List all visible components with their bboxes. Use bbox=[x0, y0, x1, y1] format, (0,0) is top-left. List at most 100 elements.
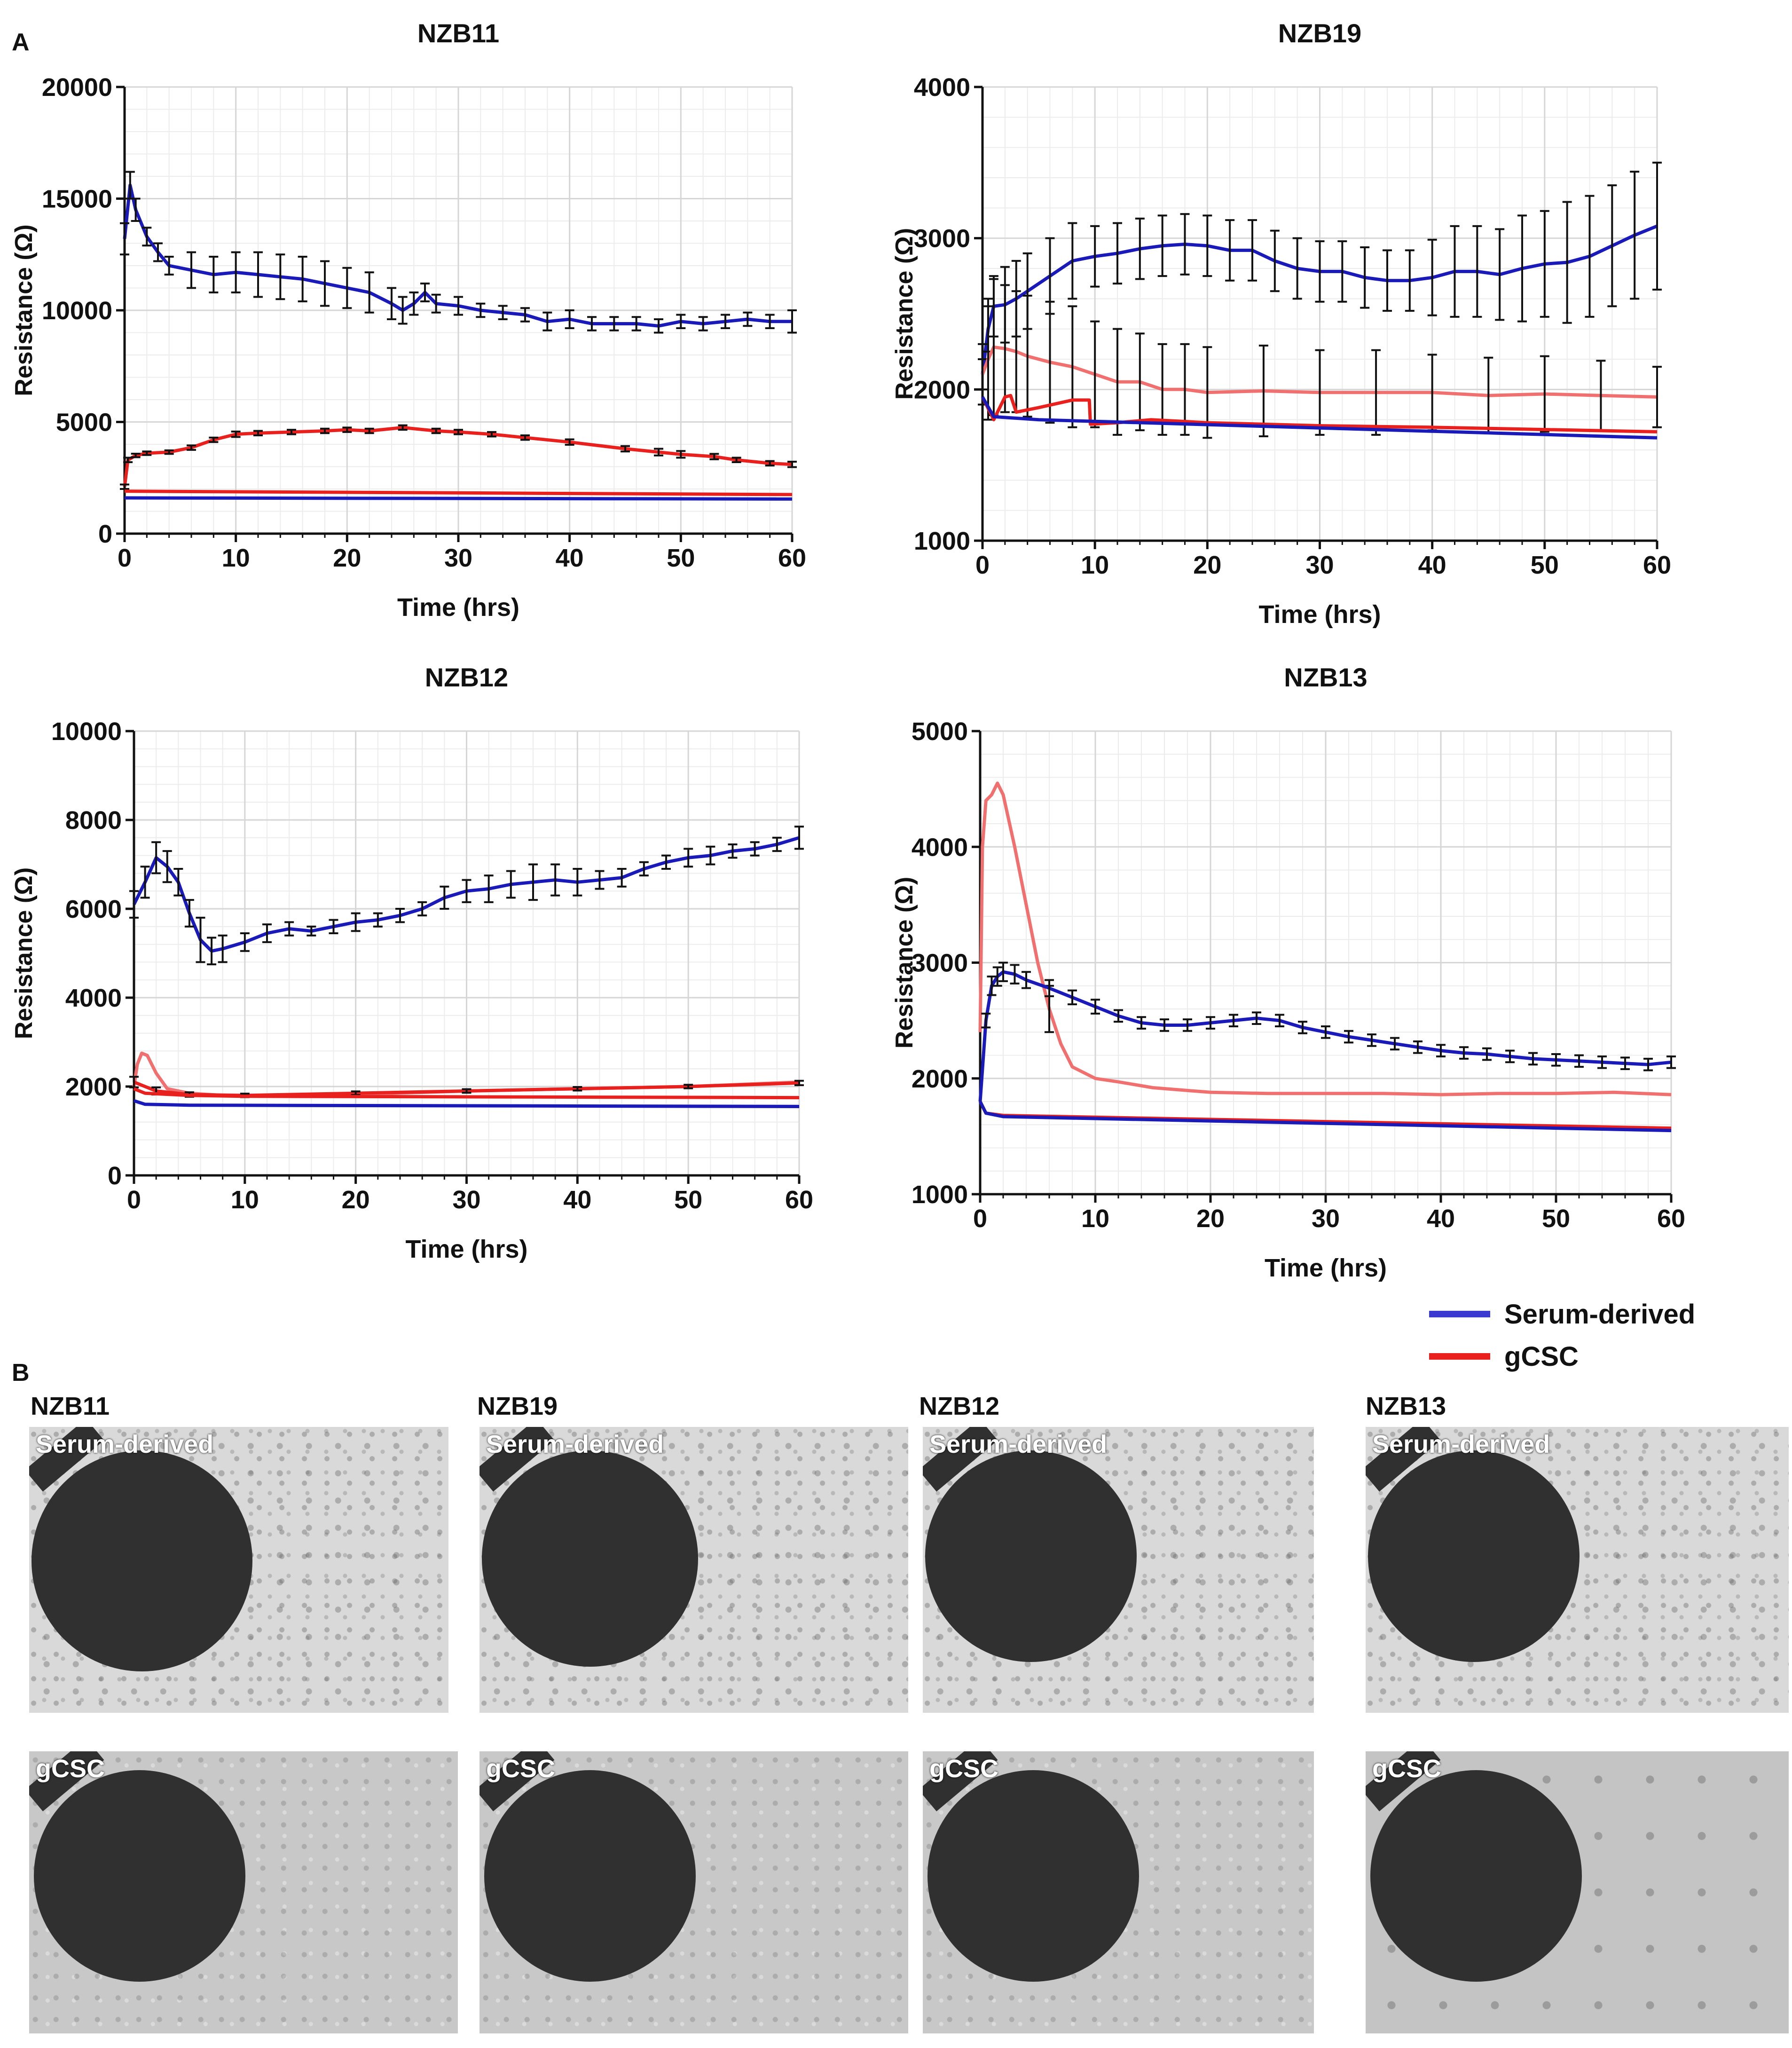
x-tick-label: 20 bbox=[1193, 551, 1221, 579]
micrograph-nzb11-gcsc: gCSC bbox=[29, 1751, 458, 2033]
x-tick-label: 20 bbox=[333, 544, 361, 572]
major-grid bbox=[133, 730, 800, 1176]
x-tick-label: 40 bbox=[1418, 551, 1446, 579]
x-tick-label: 40 bbox=[563, 1186, 591, 1214]
x-tick-label: 0 bbox=[973, 1205, 987, 1233]
panel-a-letter: A bbox=[12, 29, 30, 56]
legend-swatch-serum bbox=[1429, 1311, 1490, 1317]
series-line-serum bbox=[133, 1099, 800, 1108]
y-tick-label: 10000 bbox=[42, 297, 112, 325]
x-tick-label: 10 bbox=[222, 544, 250, 572]
series-line-gcsc bbox=[124, 489, 793, 496]
micrograph-label: Serum-derived bbox=[1372, 1430, 1550, 1458]
y-tick-label: 6000 bbox=[65, 895, 122, 923]
series-line-serum bbox=[123, 183, 792, 328]
chart-nzb12: 0 10 20 30 40 50 60 0 2000 4000 6000 8000 10000 NZB12… bbox=[10, 662, 813, 1263]
y-tick-label: 2000 bbox=[914, 376, 970, 404]
micrograph-label: gCSC bbox=[929, 1755, 998, 1783]
x-tick-label: 60 bbox=[785, 1186, 813, 1214]
electrode bbox=[925, 1450, 1137, 1662]
col-label-nzb13: NZB13 bbox=[1366, 1392, 1446, 1420]
x-tick-label: 20 bbox=[342, 1186, 370, 1214]
y-axis-label: Resistance (Ω) bbox=[10, 867, 38, 1039]
series-line-serum bbox=[981, 396, 1658, 440]
chart-nzb11: 0 10 20 30 40 50 60 0 5000 10000 15000 20000 NZB11 Ti… bbox=[10, 18, 806, 622]
x-tick-label: 10 bbox=[231, 1186, 259, 1214]
electrode bbox=[1370, 1770, 1582, 1982]
y-tick-label: 5000 bbox=[912, 717, 968, 746]
x-tick-label: 0 bbox=[118, 544, 132, 572]
series-line-serum bbox=[981, 224, 1658, 375]
legend-swatch-gcsc bbox=[1429, 1353, 1490, 1360]
micrograph-label: Serum-derived bbox=[929, 1430, 1108, 1458]
chart-nzb19: 0 10 20 30 40 50 60 1000 2000 3000 4000 NZB19 Time (… bbox=[891, 18, 1671, 629]
electrode bbox=[1368, 1450, 1580, 1662]
chart-title: NZB19 bbox=[1278, 18, 1361, 48]
micrograph-label: Serum-derived bbox=[36, 1430, 214, 1458]
x-tick-label: 20 bbox=[1196, 1205, 1225, 1233]
x-tick-label: 60 bbox=[1657, 1205, 1685, 1233]
micrograph-nzb12-gcsc: gCSC bbox=[923, 1751, 1314, 2033]
legend-label-gcsc: gCSC bbox=[1504, 1341, 1579, 1372]
legend-label-serum: Serum-derived bbox=[1504, 1299, 1696, 1330]
electrode bbox=[31, 1450, 252, 1671]
x-tick-label: 10 bbox=[1081, 551, 1109, 579]
micrograph-label: gCSC bbox=[1372, 1755, 1441, 1783]
x-tick-label: 60 bbox=[778, 544, 806, 572]
y-tick-label: 4000 bbox=[912, 833, 968, 861]
chart-nzb13: 0 10 20 30 40 50 60 1000 2000 3000 4000 5000 NZB13 Ti… bbox=[891, 662, 1685, 1282]
micrograph-nzb13-gcsc: gCSC bbox=[1366, 1751, 1789, 2033]
series-line-gcsc bbox=[123, 425, 793, 487]
series-line-gcsc_light bbox=[981, 345, 1658, 399]
y-tick-label: 4000 bbox=[65, 984, 122, 1012]
electrode bbox=[482, 1450, 698, 1667]
x-tick-label: 30 bbox=[444, 544, 472, 572]
chart-title: NZB11 bbox=[417, 18, 499, 48]
y-axis-label: Resistance (Ω) bbox=[891, 877, 918, 1048]
x-axis-label: Time (hrs) bbox=[1265, 1254, 1387, 1282]
major-grid bbox=[124, 86, 793, 535]
electrode bbox=[927, 1770, 1139, 1982]
legend-item-serum: Serum-derived bbox=[1429, 1293, 1695, 1335]
x-tick-label: 50 bbox=[667, 544, 695, 572]
y-tick-label: 3000 bbox=[912, 949, 968, 977]
chart-title: NZB13 bbox=[1284, 662, 1367, 692]
series-line-gcsc_light bbox=[978, 781, 1672, 1096]
y-tick-label: 1000 bbox=[912, 1181, 968, 1209]
x-tick-label: 50 bbox=[674, 1186, 702, 1214]
y-tick-label: 0 bbox=[98, 520, 112, 548]
x-tick-label: 0 bbox=[127, 1186, 141, 1214]
y-tick-label: 2000 bbox=[65, 1073, 122, 1101]
y-tick-label: 8000 bbox=[65, 806, 122, 835]
legend-item-gcsc: gCSC bbox=[1429, 1335, 1695, 1378]
y-tick-label: 2000 bbox=[912, 1065, 968, 1093]
micrograph-nzb12-serum: Serum-derived bbox=[923, 1427, 1314, 1713]
x-tick-label: 40 bbox=[1427, 1205, 1455, 1233]
micrograph-nzb19-gcsc: gCSC bbox=[479, 1751, 908, 2033]
x-tick-label: 30 bbox=[1305, 551, 1334, 579]
x-axis-label: Time (hrs) bbox=[397, 593, 519, 622]
y-tick-label: 5000 bbox=[56, 409, 112, 437]
y-tick-label: 0 bbox=[108, 1162, 122, 1190]
micrograph-label: gCSC bbox=[36, 1755, 105, 1783]
y-tick-label: 4000 bbox=[914, 73, 970, 102]
panel-b-letter: B bbox=[12, 1359, 30, 1386]
y-axis-label: Resistance (Ω) bbox=[10, 224, 38, 396]
x-tick-label: 50 bbox=[1531, 551, 1559, 579]
electrode bbox=[484, 1770, 696, 1982]
major-grid bbox=[982, 86, 1658, 542]
y-tick-label: 3000 bbox=[914, 225, 970, 253]
chart-title: NZB12 bbox=[425, 662, 508, 692]
series-line-serum bbox=[124, 496, 793, 501]
x-tick-label: 30 bbox=[1312, 1205, 1340, 1233]
x-axis-label: Time (hrs) bbox=[1258, 600, 1381, 629]
micrograph-label: Serum-derived bbox=[486, 1430, 664, 1458]
micrograph-label: gCSC bbox=[486, 1755, 555, 1783]
y-tick-label: 20000 bbox=[42, 73, 112, 102]
legend: Serum-derived gCSC bbox=[1429, 1293, 1695, 1378]
x-tick-label: 40 bbox=[556, 544, 584, 572]
x-tick-label: 0 bbox=[975, 551, 990, 579]
y-axis-label: Resistance (Ω) bbox=[891, 228, 918, 400]
x-tick-label: 30 bbox=[452, 1186, 480, 1214]
electrode bbox=[34, 1770, 245, 1982]
